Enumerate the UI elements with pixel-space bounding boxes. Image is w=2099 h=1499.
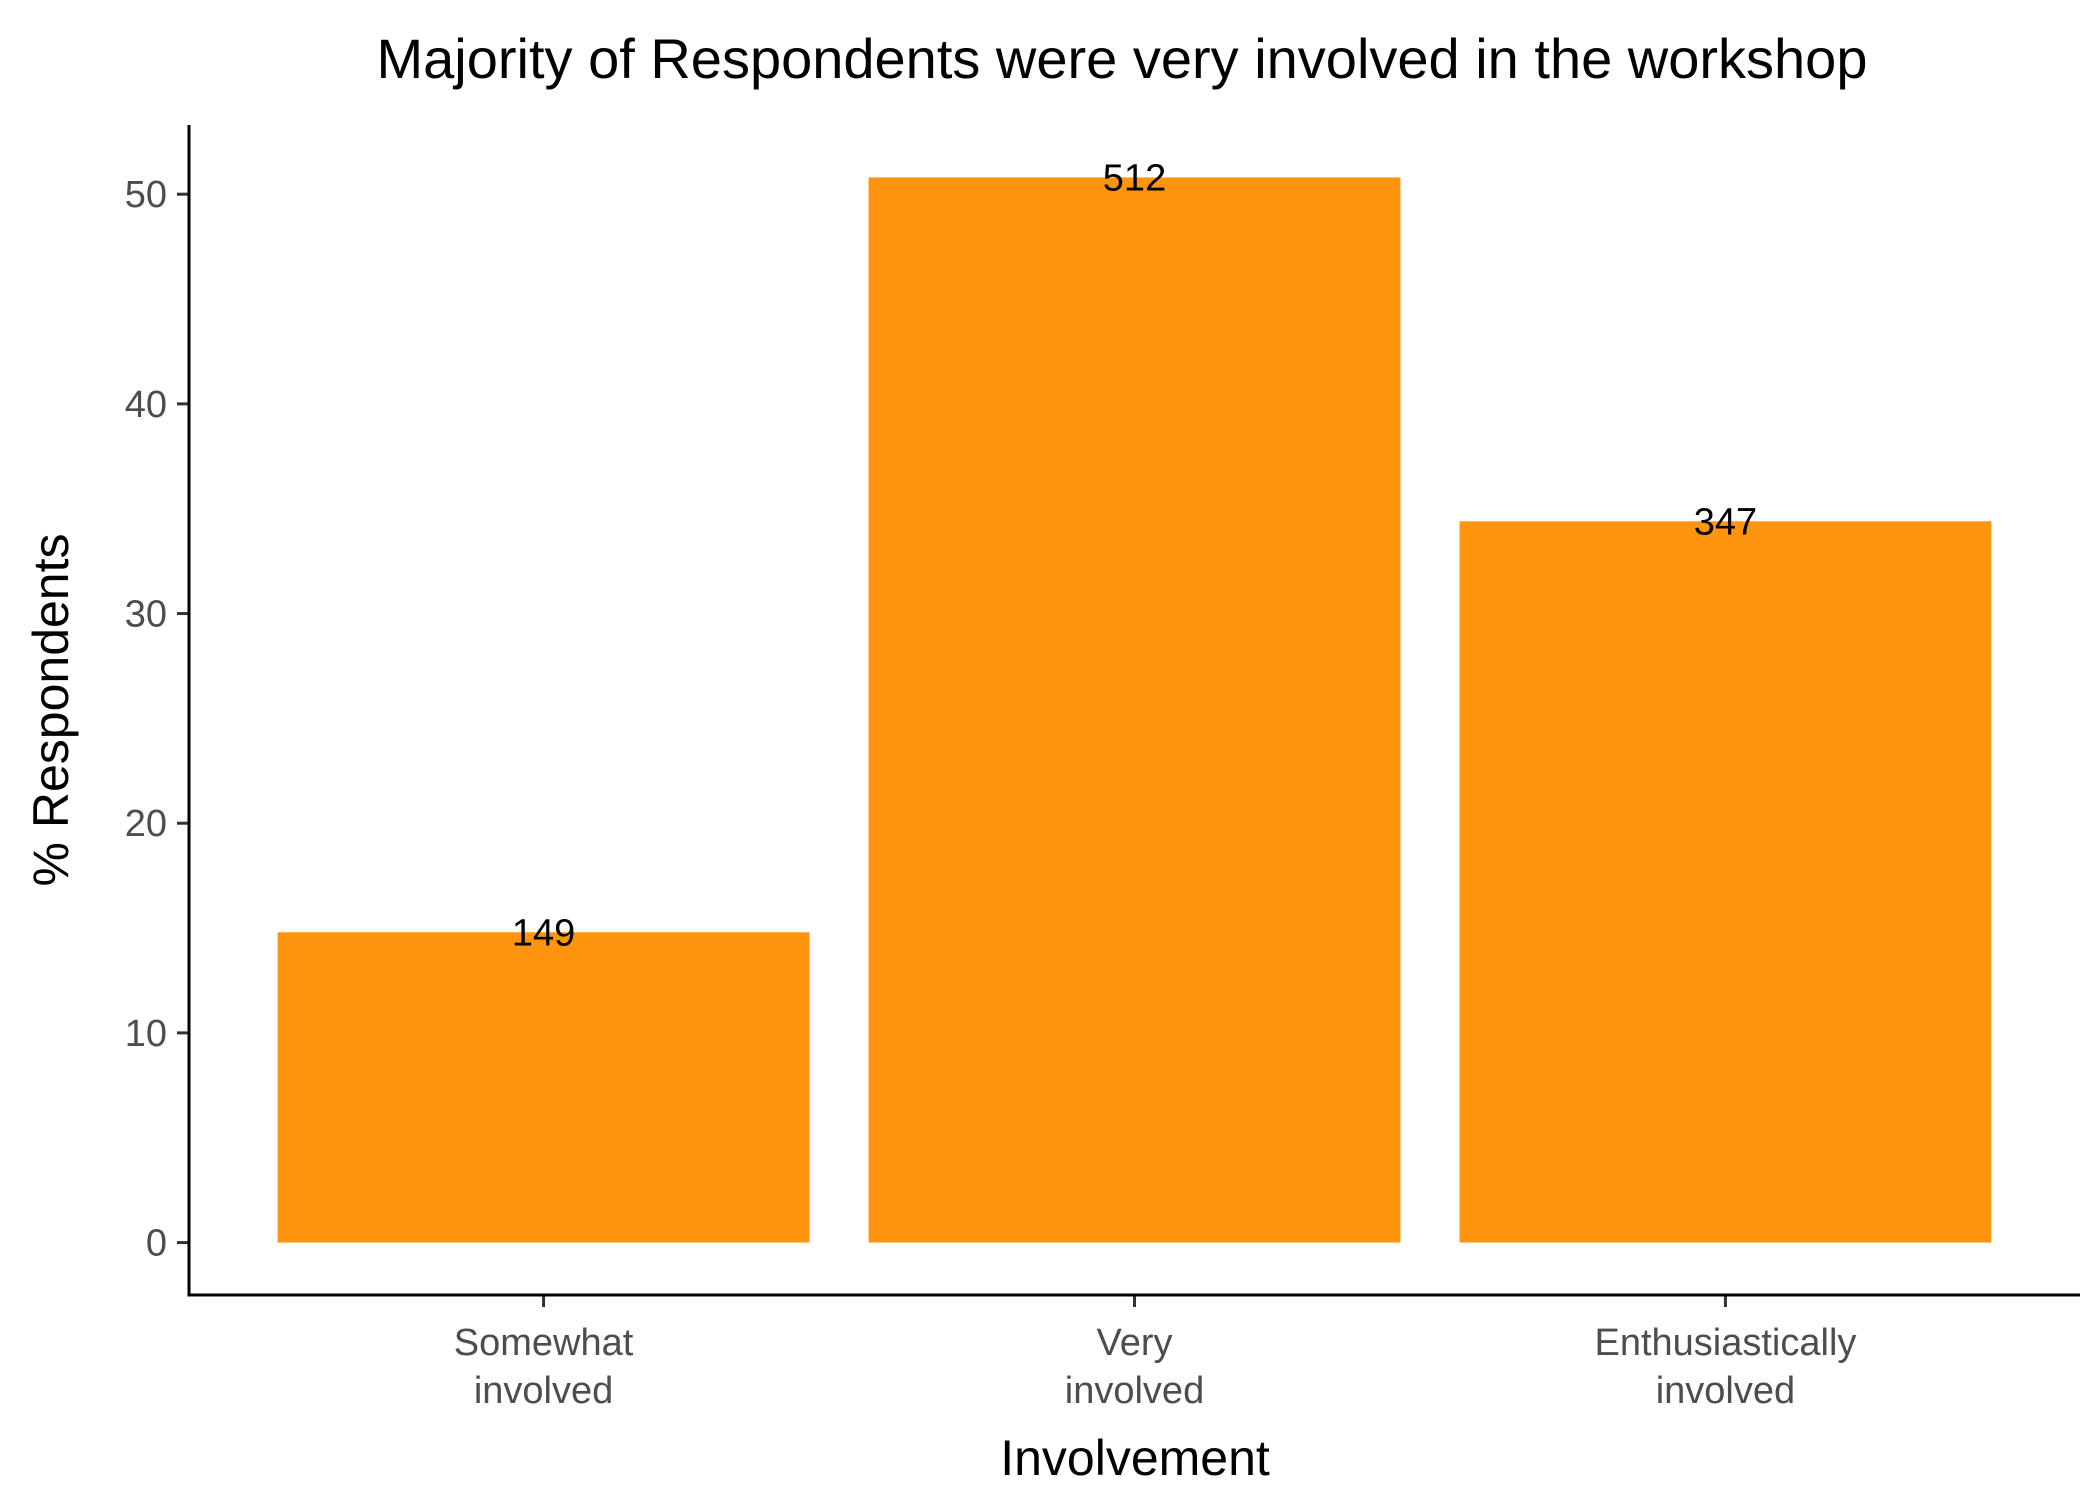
x-tick-label-line: Somewhat: [454, 1322, 634, 1364]
y-axis-ticks: 0 10 20 30 40 50: [125, 174, 189, 1265]
bar: [277, 932, 810, 1243]
data-label: 149: [512, 912, 575, 954]
chart-title: Majority of Respondents were very involv…: [377, 27, 1868, 90]
x-tick-label: Very involved: [1065, 1322, 1204, 1412]
x-tick-label: Somewhat involved: [454, 1322, 634, 1412]
data-label: 347: [1694, 501, 1757, 543]
y-tick-label: 0: [146, 1223, 167, 1265]
y-tick-label: 50: [125, 174, 167, 216]
y-tick-label: 20: [125, 803, 167, 845]
y-tick-label: 10: [125, 1013, 167, 1055]
bar: [1459, 521, 1992, 1243]
y-axis-title: % Respondents: [23, 533, 79, 886]
x-tick-label-line: involved: [474, 1370, 613, 1412]
x-tick-label: Enthusiastically involved: [1594, 1322, 1856, 1412]
bar: [868, 177, 1401, 1243]
bars-group: [277, 177, 1992, 1243]
data-label: 512: [1103, 157, 1166, 199]
x-axis-title: Involvement: [1000, 1430, 1270, 1486]
data-labels-group: 149 512 347: [512, 157, 1757, 954]
x-tick-label-line: involved: [1065, 1370, 1204, 1412]
y-tick-label: 40: [125, 384, 167, 426]
x-tick-label-line: Enthusiastically: [1594, 1322, 1856, 1364]
x-tick-label-line: Very: [1096, 1322, 1172, 1364]
x-tick-label-line: involved: [1656, 1370, 1795, 1412]
y-tick-label: 30: [125, 594, 167, 636]
